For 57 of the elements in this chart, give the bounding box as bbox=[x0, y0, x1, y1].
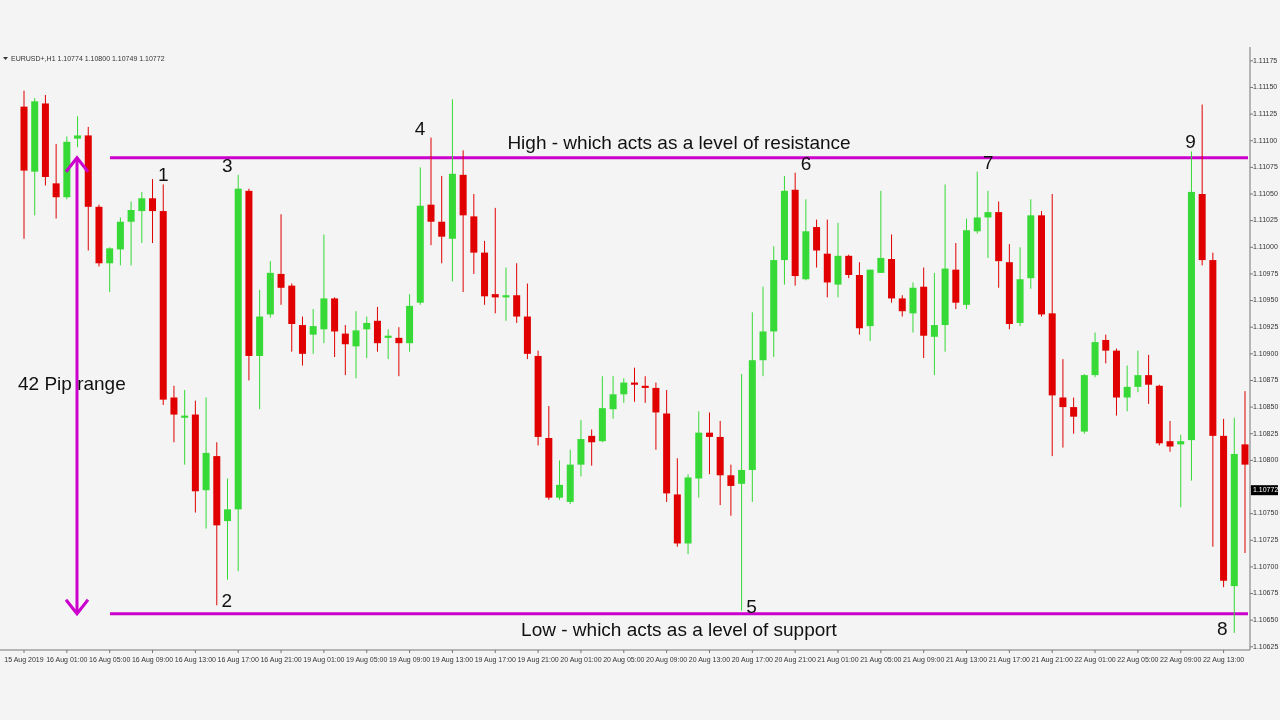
candlestick bbox=[973, 171, 981, 234]
candlestick bbox=[631, 367, 638, 403]
candlestick bbox=[106, 246, 114, 293]
candlestick bbox=[277, 213, 285, 306]
candlestick bbox=[1070, 397, 1078, 435]
candlestick bbox=[138, 191, 146, 244]
candlestick bbox=[1145, 354, 1153, 405]
candlestick bbox=[170, 385, 178, 443]
candlestick bbox=[898, 294, 906, 318]
candlestick bbox=[1123, 365, 1131, 412]
candlestick bbox=[984, 190, 992, 259]
candlestick bbox=[727, 464, 735, 517]
candlestick bbox=[1102, 334, 1110, 364]
candlestick bbox=[149, 178, 157, 244]
candlestick bbox=[352, 310, 360, 379]
candlestick bbox=[438, 175, 446, 264]
candlestick bbox=[309, 308, 317, 355]
candlestick bbox=[1177, 434, 1185, 508]
candlestick bbox=[641, 375, 649, 404]
candlestick bbox=[877, 190, 885, 274]
candlestick bbox=[491, 207, 499, 314]
candlestick bbox=[395, 326, 403, 377]
annotation: 8 bbox=[1217, 617, 1228, 639]
candlestick bbox=[181, 389, 189, 466]
annotation: 4 bbox=[414, 117, 426, 139]
candlestick bbox=[1134, 350, 1142, 393]
candlestick bbox=[224, 477, 231, 581]
annotation: 42 Pip range bbox=[18, 372, 126, 394]
candlestick bbox=[1059, 358, 1067, 449]
candlestick bbox=[427, 137, 435, 246]
ref-line-label: Low - which acts as a level of support bbox=[521, 618, 838, 640]
candlestick bbox=[341, 324, 349, 376]
candlestick bbox=[609, 375, 617, 420]
candlestick bbox=[127, 200, 135, 266]
candlestick bbox=[74, 115, 82, 148]
candlestick bbox=[930, 272, 938, 376]
candlestick bbox=[738, 373, 746, 612]
annotation: 5 bbox=[746, 595, 757, 617]
candlestick bbox=[363, 316, 371, 359]
candlestick bbox=[845, 254, 853, 279]
candlestick bbox=[813, 219, 821, 269]
annotation: 3 bbox=[221, 154, 233, 176]
candlestick bbox=[373, 306, 381, 353]
annotation: 1 bbox=[157, 164, 169, 186]
candlestick bbox=[384, 328, 392, 360]
annotation: 2 bbox=[221, 590, 233, 612]
annotation: 9 bbox=[1185, 131, 1196, 153]
candlestick bbox=[588, 428, 596, 467]
candlestick bbox=[52, 143, 60, 220]
candlestick bbox=[620, 377, 628, 404]
ref-line-label: High - which acts as a level of resistance bbox=[507, 131, 851, 153]
candlestick bbox=[705, 411, 713, 475]
candlestick bbox=[513, 262, 521, 324]
candlestick bbox=[556, 459, 564, 501]
annotation: 6 bbox=[800, 152, 812, 174]
candlestick bbox=[502, 267, 510, 322]
candlestick bbox=[1166, 420, 1174, 453]
